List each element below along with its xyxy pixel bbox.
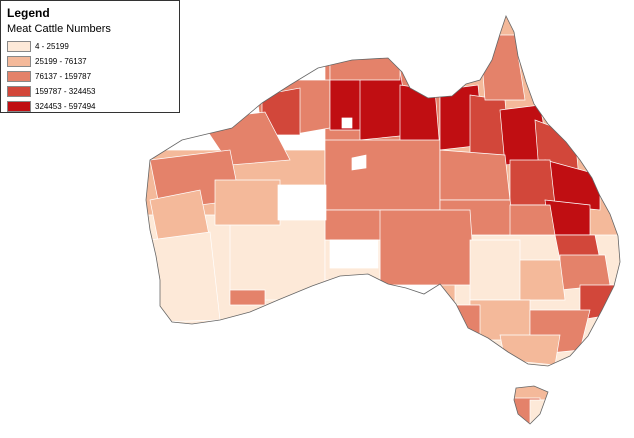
region-sa-west [229, 214, 326, 301]
region-cape-york [479, 34, 526, 101]
region-nt-arnhem [329, 54, 401, 81]
legend-item-class-3: 76137 - 159787 [7, 70, 173, 83]
legend-subtitle: Meat Cattle Numbers [7, 23, 111, 35]
region-tasmania-3 [529, 399, 553, 424]
legend-item-class-5: 324453 - 597494 [7, 100, 173, 113]
legend-item-class-1: 4 - 25199 [7, 40, 173, 53]
legend-swatch-class-3 [7, 71, 31, 82]
region-nodata-nt-1 [341, 117, 353, 129]
region-nodata-nt-2 [351, 154, 367, 171]
legend-item-class-2: 25199 - 76137 [7, 55, 173, 68]
region-qld-southeast-2 [509, 204, 556, 236]
region-tasmania-1 [511, 381, 551, 401]
legend-swatch-class-1 [7, 41, 31, 52]
region-nodata-sa [329, 239, 379, 269]
legend-swatch-class-4 [7, 86, 31, 97]
legend-swatch-class-2 [7, 56, 31, 67]
tasmania-outline [513, 385, 549, 425]
region-vic-gippsland [499, 334, 561, 366]
legend-item-class-4: 159787 - 324453 [7, 85, 173, 98]
region-wa-south [229, 289, 266, 306]
region-nt-central [324, 139, 441, 211]
region-sa-northeast [379, 209, 476, 286]
region-wa-goldfields [214, 179, 281, 226]
map-legend: Legend Meat Cattle Numbers 4 - 25199 251… [0, 0, 180, 113]
legend-label-class-1: 4 - 25199 [35, 42, 69, 51]
region-nodata-wa-interior [277, 184, 327, 221]
legend-label-class-2: 25199 - 76137 [35, 57, 87, 66]
region-polygons [146, 16, 620, 424]
region-qld-west [439, 149, 511, 201]
legend-title: Legend [7, 6, 50, 20]
region-qld-east-1 [509, 159, 556, 206]
region-wa-pale-coast [149, 231, 221, 323]
region-nsw-west [469, 239, 521, 301]
region-vic-west [454, 304, 481, 346]
australia-mainland-outline [145, 14, 621, 367]
legend-label-class-4: 159787 - 324453 [35, 87, 96, 96]
legend-label-class-3: 76137 - 159787 [35, 72, 92, 81]
legend-swatch-class-5 [7, 101, 31, 112]
legend-label-class-5: 324453 - 597494 [35, 102, 96, 111]
